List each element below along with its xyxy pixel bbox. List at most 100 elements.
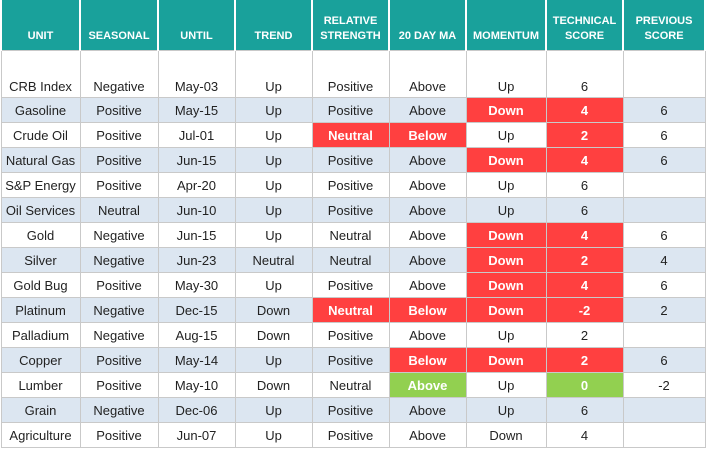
table-cell: Positive [79,372,159,398]
column-header: UNTIL [157,0,236,51]
table-cell: 6 [622,97,706,123]
score-table: UNIT SEASONAL UNTIL TREND RELATIVE STRENGTH 2… [0,0,706,448]
table-row: Crude Oil Positive Jul-01 Up Neutral Below Up 2… [0,122,706,148]
table-cell: Above [388,247,467,273]
table-cell: Positive [79,147,159,173]
table-cell: Down [465,247,547,273]
table-cell: Positive [311,97,390,123]
column-header: RELATIVE STRENGTH [311,0,390,51]
table-cell: Up [234,272,313,298]
table-row: Grain Negative Dec-06 Up Positive Above Up 6 [0,397,706,423]
table-cell [622,50,706,98]
table-cell: Gold [0,222,81,248]
table-cell: Neutral [79,197,159,223]
table-cell: 6 [545,50,624,98]
table-cell: 4 [622,247,706,273]
table-cell: Jun-23 [157,247,236,273]
table-cell: May-30 [157,272,236,298]
table-row: Oil Services Neutral Jun-10 Up Positive Above… [0,197,706,223]
table-cell: Negative [79,247,159,273]
table-cell: Down [465,272,547,298]
column-header: 20 DAY MA [388,0,467,51]
column-header: UNIT [0,0,81,51]
table-cell: Up [234,147,313,173]
table-cell: Up [234,197,313,223]
table-cell: Jun-15 [157,222,236,248]
table-cell: 2 [545,347,624,373]
table-cell: 6 [622,222,706,248]
table-cell: Above [388,172,467,198]
table-row: Palladium Negative Aug-15 Down Positive Above… [0,322,706,348]
table-row: Silver Negative Jun-23 Neutral Neutral Above D… [0,247,706,273]
table-cell: Down [465,147,547,173]
table-cell: 2 [545,122,624,148]
table-cell: Up [465,172,547,198]
table-cell: Up [465,397,547,423]
table-cell: -2 [545,297,624,323]
table-cell: Positive [79,97,159,123]
table-cell: 6 [545,397,624,423]
table-cell: Positive [311,172,390,198]
column-header: PREVIOUS SCORE [622,0,706,51]
table-cell: Positive [311,50,390,98]
table-cell: Neutral [311,247,390,273]
table-cell: Above [388,147,467,173]
table-cell: Positive [311,397,390,423]
table-cell: Up [234,122,313,148]
table-cell: Neutral [311,222,390,248]
table-cell: Palladium [0,322,81,348]
table-row: Agriculture Positive Jun-07 Up Positive Above… [0,422,706,448]
table-cell: Up [234,422,313,448]
table-cell: Copper [0,347,81,373]
table-cell: 2 [545,247,624,273]
table-cell: Natural Gas [0,147,81,173]
table-cell: 4 [545,147,624,173]
table-cell: 4 [545,272,624,298]
header-row: UNIT SEASONAL UNTIL TREND RELATIVE STRENGTH 2… [0,0,706,51]
table-cell: Positive [311,197,390,223]
table-cell [622,397,706,423]
table-cell: Above [388,222,467,248]
table-row: Copper Positive May-14 Up Positive Below Down 2… [0,347,706,373]
table-cell: Positive [79,272,159,298]
table-cell: Neutral [311,297,390,323]
table-cell: 6 [622,147,706,173]
table-cell: Below [388,297,467,323]
table-cell: Up [465,122,547,148]
table-cell [622,197,706,223]
table-cell: Positive [311,422,390,448]
table-cell: Neutral [234,247,313,273]
table-cell: 2 [545,322,624,348]
table-cell: Positive [79,122,159,148]
table-cell: Down [465,297,547,323]
table-cell: Positive [79,347,159,373]
table-cell: Gold Bug [0,272,81,298]
table-cell: 6 [622,122,706,148]
table-cell: Down [234,297,313,323]
table-cell: Positive [311,322,390,348]
table-cell: Lumber [0,372,81,398]
table-cell: CRB Index [0,50,81,98]
table-body: CRB Index Negative May-03 Up Positive Above Up… [0,50,706,448]
table-cell [622,322,706,348]
table-cell: Up [234,222,313,248]
table-cell: Negative [79,322,159,348]
table-cell: Neutral [311,372,390,398]
table-cell: Negative [79,222,159,248]
table-cell: Down [234,322,313,348]
table-cell [622,172,706,198]
table-cell: Down [465,97,547,123]
table-cell: 4 [545,422,624,448]
table-cell: Positive [311,347,390,373]
table-cell: Up [465,322,547,348]
table-cell: May-15 [157,97,236,123]
table-row: S&P Energy Positive Apr-20 Up Positive Above U… [0,172,706,198]
table-cell: Platinum [0,297,81,323]
table-cell: Up [234,172,313,198]
table-cell: Above [388,322,467,348]
table-cell: May-14 [157,347,236,373]
table-cell: May-10 [157,372,236,398]
table-cell: Above [388,272,467,298]
table-cell: 6 [622,347,706,373]
table-cell: -2 [622,372,706,398]
